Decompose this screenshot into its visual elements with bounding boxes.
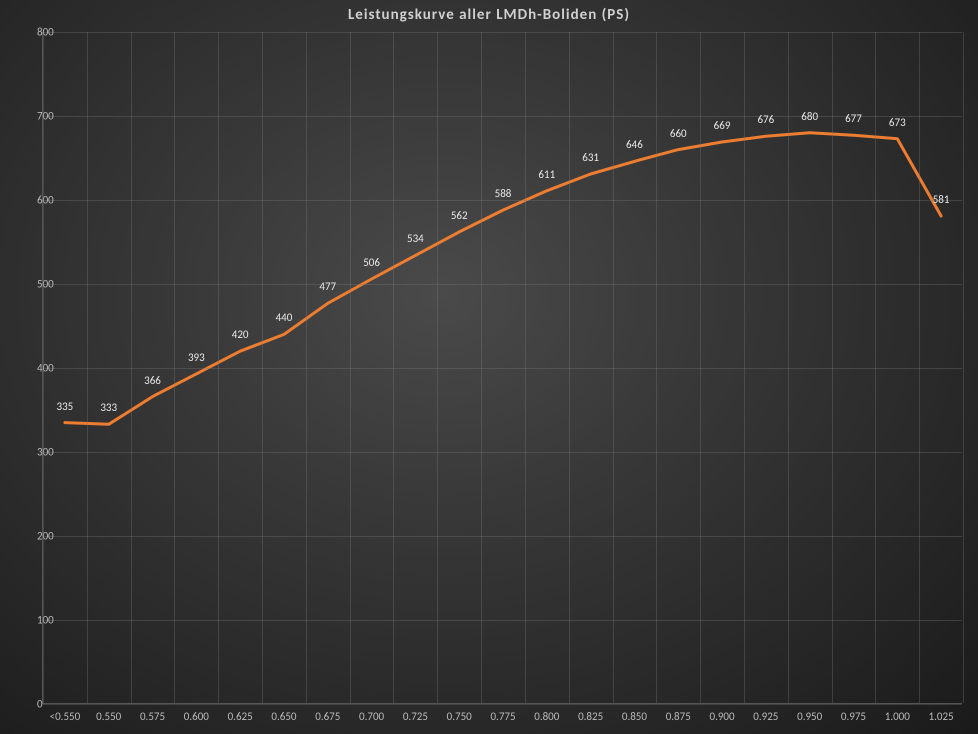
x-axis-tick-label: 0.900 <box>710 710 735 723</box>
data-label: 680 <box>801 110 818 123</box>
gridline-vertical <box>350 32 351 703</box>
gridline-horizontal <box>43 368 962 369</box>
x-axis-tick-label: 0.725 <box>403 710 428 723</box>
gridline-vertical <box>174 32 175 703</box>
gridline-horizontal <box>43 200 962 201</box>
data-label: 366 <box>144 374 161 387</box>
gridline-vertical <box>613 32 614 703</box>
gridline-vertical <box>963 32 964 703</box>
x-axis-tick-label: 0.700 <box>359 710 384 723</box>
x-axis-tick-label: 1.000 <box>885 710 910 723</box>
gridline-vertical <box>919 32 920 703</box>
gridline-vertical <box>218 32 219 703</box>
data-label: 562 <box>451 209 468 222</box>
data-label: 440 <box>276 311 293 324</box>
data-label: 660 <box>670 127 687 140</box>
gridline-horizontal <box>43 536 962 537</box>
gridline-vertical <box>700 32 701 703</box>
gridline-horizontal <box>43 452 962 453</box>
chart-root: Leistungskurve aller LMDh-Boliden (PS) 0… <box>0 0 978 734</box>
x-axis-tick-label: 0.875 <box>666 710 691 723</box>
data-label: 669 <box>714 119 731 132</box>
data-label: 393 <box>188 351 205 364</box>
x-axis-tick-label: 0.775 <box>490 710 515 723</box>
gridline-vertical <box>569 32 570 703</box>
x-axis-tick-label: 0.925 <box>753 710 778 723</box>
x-axis-tick-label: <0.550 <box>50 710 81 723</box>
data-label: 676 <box>757 113 774 126</box>
x-axis-tick-label: 0.975 <box>841 710 866 723</box>
data-label: 506 <box>363 256 380 269</box>
x-axis-tick-label: 1.025 <box>929 710 954 723</box>
series-path <box>65 133 941 425</box>
x-axis-tick-label: 0.750 <box>447 710 472 723</box>
data-label: 333 <box>100 401 117 414</box>
data-label: 534 <box>407 232 424 245</box>
gridline-vertical <box>481 32 482 703</box>
gridline-vertical <box>131 32 132 703</box>
x-axis-tick-label: 0.575 <box>140 710 165 723</box>
data-label: 673 <box>889 116 906 129</box>
x-axis-tick-label: 0.675 <box>315 710 340 723</box>
gridline-vertical <box>656 32 657 703</box>
data-label: 477 <box>319 280 336 293</box>
gridline-vertical <box>393 32 394 703</box>
x-axis-tick-label: 0.850 <box>622 710 647 723</box>
gridline-horizontal <box>43 116 962 117</box>
x-axis-tick-label: 0.550 <box>96 710 121 723</box>
gridline-vertical <box>875 32 876 703</box>
gridline-vertical <box>437 32 438 703</box>
x-axis-tick-label: 0.800 <box>534 710 559 723</box>
x-axis-tick-label: 0.625 <box>228 710 253 723</box>
x-axis-tick-label: 0.600 <box>184 710 209 723</box>
data-label: 588 <box>495 187 512 200</box>
gridline-vertical <box>306 32 307 703</box>
gridline-vertical <box>43 32 44 703</box>
data-label: 646 <box>626 138 643 151</box>
gridline-vertical <box>788 32 789 703</box>
data-label: 677 <box>845 112 862 125</box>
gridline-vertical <box>525 32 526 703</box>
gridline-horizontal <box>43 704 962 705</box>
plot-area: 0100200300400500600700800<0.5500.5500.57… <box>42 32 962 704</box>
data-label: 420 <box>232 328 249 341</box>
gridline-horizontal <box>43 284 962 285</box>
gridline-vertical <box>87 32 88 703</box>
data-label: 611 <box>538 168 555 181</box>
x-axis-tick-label: 0.825 <box>578 710 603 723</box>
gridline-vertical <box>262 32 263 703</box>
data-label: 631 <box>582 151 599 164</box>
gridline-horizontal <box>43 620 962 621</box>
gridline-vertical <box>832 32 833 703</box>
data-label: 581 <box>933 193 950 206</box>
gridline-vertical <box>744 32 745 703</box>
x-axis-tick-label: 0.650 <box>271 710 296 723</box>
x-axis-tick-label: 0.950 <box>797 710 822 723</box>
gridline-horizontal <box>43 32 962 33</box>
chart-title: Leistungskurve aller LMDh-Boliden (PS) <box>0 6 978 24</box>
data-label: 335 <box>57 400 74 413</box>
